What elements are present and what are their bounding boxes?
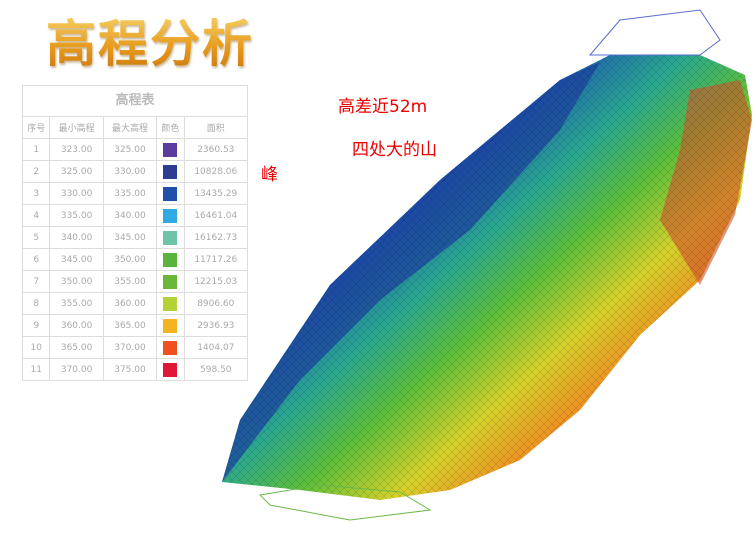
- cell-min: 323.00: [49, 138, 104, 161]
- cell-index: 4: [21, 204, 51, 227]
- cell-color: [156, 226, 185, 249]
- color-swatch: [163, 318, 178, 333]
- cell-min: 370.00: [49, 358, 104, 381]
- cell-color: [156, 204, 185, 227]
- cell-area: 12215.03: [183, 270, 249, 293]
- column-header: 序号: [21, 116, 51, 139]
- cell-index: 3: [21, 182, 51, 205]
- cell-area: 16162.73: [183, 226, 249, 249]
- color-swatch: [163, 340, 178, 355]
- cell-min: 330.00: [49, 182, 104, 205]
- table-body: 1 323.00 325.00 2360.53 2 325.00 330.00 10828.0…: [21, 138, 249, 381]
- cell-area: 8906.60: [183, 292, 249, 315]
- cell-max: 345.00: [102, 226, 158, 249]
- column-header: 面积: [183, 116, 249, 139]
- cell-min: 365.00: [49, 336, 104, 359]
- cell-min: 360.00: [49, 314, 104, 337]
- elevation-table: 高程表 序号 最小高程 最大高程 颜色 面积 1 323.00 325.00 2360.53 2…: [21, 85, 249, 381]
- table-row: 6 345.00 350.00 11717.26: [21, 248, 249, 271]
- color-swatch: [163, 362, 178, 377]
- cell-area: 2936.93: [183, 314, 249, 337]
- cell-max: 365.00: [102, 314, 158, 337]
- cell-index: 9: [21, 314, 51, 337]
- cell-max: 375.00: [102, 358, 158, 381]
- cell-color: [156, 270, 185, 293]
- table-row: 7 350.00 355.00 12215.03: [21, 270, 249, 293]
- cell-max: 370.00: [102, 336, 158, 359]
- cell-index: 8: [21, 292, 51, 315]
- cell-area: 10828.06: [183, 160, 249, 183]
- cell-index: 11: [21, 358, 51, 381]
- column-header: 最大高程: [102, 116, 158, 139]
- color-swatch: [163, 142, 178, 157]
- cell-min: 345.00: [49, 248, 104, 271]
- cell-color: [156, 336, 185, 359]
- cell-index: 6: [21, 248, 51, 271]
- cell-min: 325.00: [49, 160, 104, 183]
- table-row: 2 325.00 330.00 10828.06: [21, 160, 249, 183]
- cell-color: [156, 138, 185, 161]
- table-row: 9 360.00 365.00 2936.93: [21, 314, 249, 337]
- color-swatch: [163, 296, 178, 311]
- header-row: 序号 最小高程 最大高程 颜色 面积: [21, 116, 249, 139]
- cell-color: [156, 292, 185, 315]
- cell-index: 1: [21, 138, 51, 161]
- color-swatch: [163, 252, 178, 267]
- cell-area: 16461.04: [183, 204, 249, 227]
- cell-max: 335.00: [102, 182, 158, 205]
- cell-min: 355.00: [49, 292, 104, 315]
- cell-index: 7: [21, 270, 51, 293]
- cell-index: 5: [21, 226, 51, 249]
- color-swatch: [163, 164, 178, 179]
- table-row: 5 340.00 345.00 16162.73: [21, 226, 249, 249]
- annotation: 高差近52m: [338, 97, 428, 117]
- cell-max: 355.00: [102, 270, 158, 293]
- color-swatch: [163, 186, 178, 201]
- cell-area: 598.50: [183, 358, 249, 381]
- cell-min: 350.00: [49, 270, 104, 293]
- annotation: 峰: [261, 165, 278, 185]
- color-swatch: [163, 208, 178, 223]
- cell-area: 11717.26: [183, 248, 249, 271]
- cell-min: 335.00: [49, 204, 104, 227]
- column-header: 颜色: [156, 116, 185, 139]
- table-row: 10 365.00 370.00 1404.07: [21, 336, 249, 359]
- cell-color: [156, 182, 185, 205]
- cell-index: 2: [21, 160, 51, 183]
- cell-area: 13435.29: [183, 182, 249, 205]
- cell-max: 360.00: [102, 292, 158, 315]
- cell-color: [156, 160, 185, 183]
- cell-max: 330.00: [102, 160, 158, 183]
- table-row: 1 323.00 325.00 2360.53: [21, 138, 249, 161]
- cell-area: 2360.53: [183, 138, 249, 161]
- cell-color: [156, 358, 185, 381]
- annotation: 四处大的山: [352, 140, 437, 160]
- cell-min: 340.00: [49, 226, 104, 249]
- table-row: 3 330.00 335.00 13435.29: [21, 182, 249, 205]
- cell-index: 10: [21, 336, 51, 359]
- cell-max: 325.00: [102, 138, 158, 161]
- cell-max: 340.00: [102, 204, 158, 227]
- cell-color: [156, 314, 185, 337]
- table-row: 11 370.00 375.00 598.50: [21, 358, 249, 381]
- cell-max: 350.00: [102, 248, 158, 271]
- page-title: 高程分析: [46, 4, 254, 76]
- table-row: 8 355.00 360.00 8906.60: [21, 292, 249, 315]
- table-row: 4 335.00 340.00 16461.04: [21, 204, 249, 227]
- cell-area: 1404.07: [183, 336, 249, 359]
- color-swatch: [163, 230, 178, 245]
- table-caption: 高程表: [22, 85, 248, 116]
- color-swatch: [163, 274, 178, 289]
- cell-color: [156, 248, 185, 271]
- column-header: 最小高程: [49, 116, 104, 139]
